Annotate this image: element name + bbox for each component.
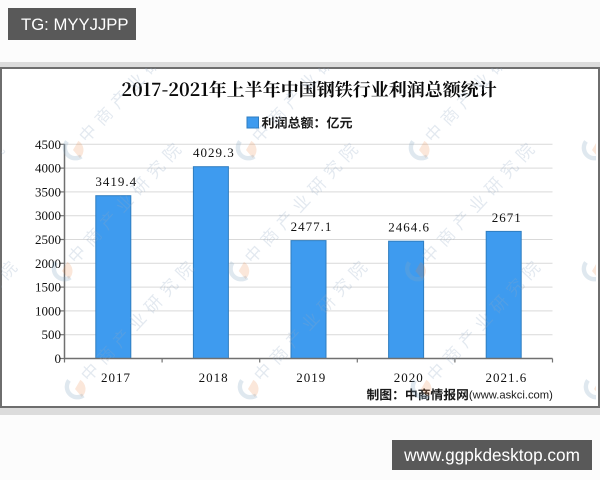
svg-text:2671: 2671 bbox=[492, 210, 522, 225]
svg-text:2017: 2017 bbox=[101, 370, 131, 385]
svg-text:4000: 4000 bbox=[35, 161, 61, 176]
svg-text:(www.askci.com): (www.askci.com) bbox=[469, 390, 553, 402]
svg-text:2464.6: 2464.6 bbox=[388, 220, 430, 235]
svg-text:4500: 4500 bbox=[35, 137, 61, 152]
svg-text:3000: 3000 bbox=[35, 208, 61, 223]
svg-text:0: 0 bbox=[55, 351, 62, 366]
svg-text:3500: 3500 bbox=[35, 184, 61, 199]
svg-text:3419.4: 3419.4 bbox=[95, 174, 137, 189]
svg-text:500: 500 bbox=[42, 327, 62, 342]
svg-text:2018: 2018 bbox=[199, 370, 229, 385]
svg-text:2500: 2500 bbox=[35, 232, 61, 247]
svg-text:4029.3: 4029.3 bbox=[193, 145, 235, 160]
svg-text:1000: 1000 bbox=[35, 303, 61, 318]
svg-text:2020: 2020 bbox=[394, 370, 424, 385]
svg-text:2477.1: 2477.1 bbox=[291, 219, 333, 234]
svg-text:1500: 1500 bbox=[35, 280, 61, 295]
svg-text:2019: 2019 bbox=[296, 370, 326, 385]
svg-text:2021.6: 2021.6 bbox=[486, 370, 528, 385]
